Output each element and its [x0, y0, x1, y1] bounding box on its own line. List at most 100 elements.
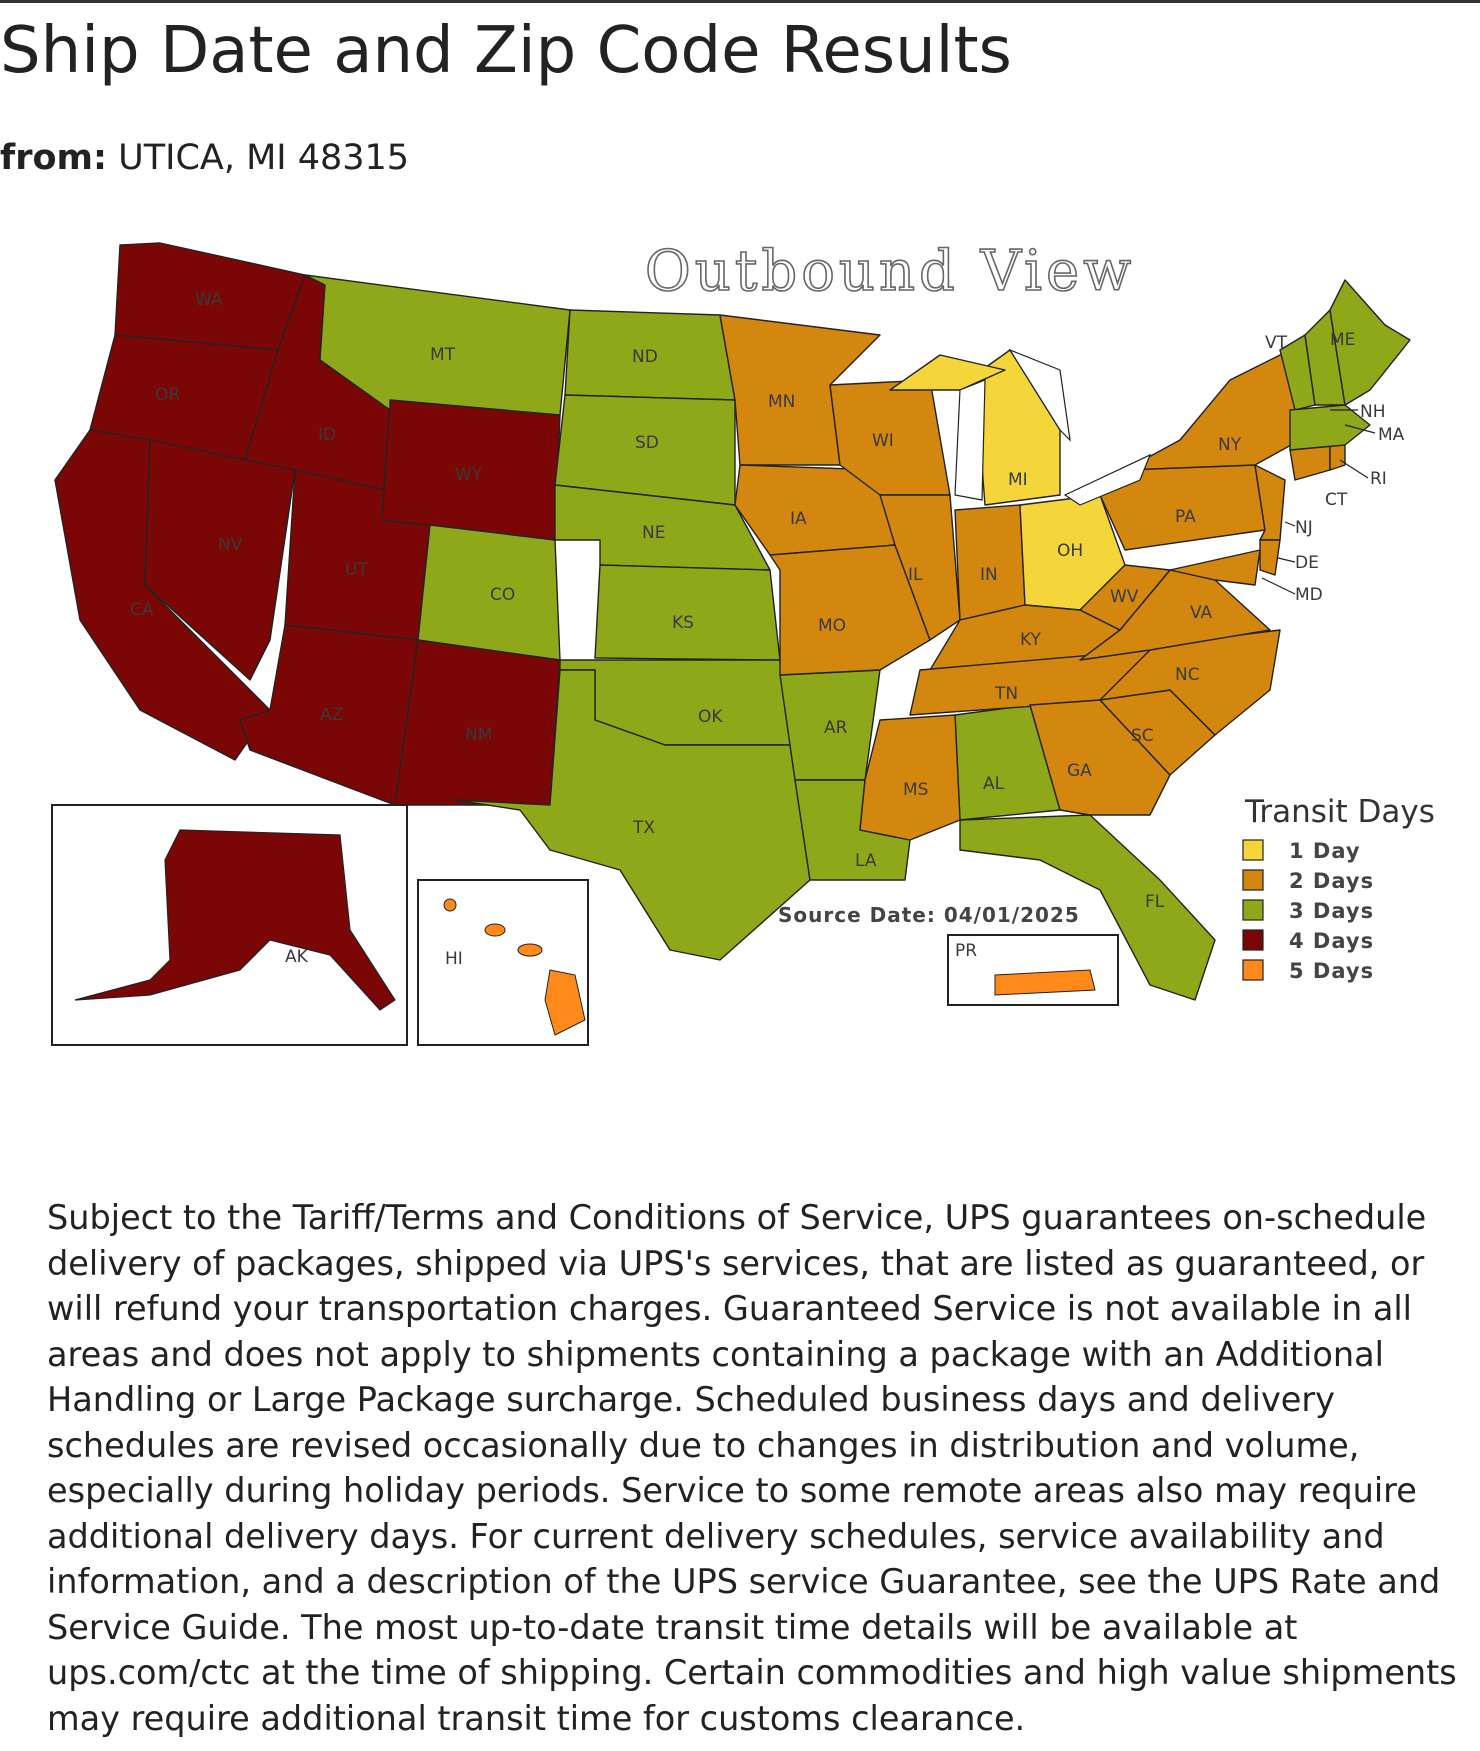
state-MS: [859, 714, 961, 841]
origin-value: UTICA, MI 48315: [118, 138, 410, 178]
label-MO: MO: [818, 616, 846, 636]
label-SC: SC: [1131, 726, 1154, 746]
guarantee-disclaimer: Subject to the Tariff/Terms and Conditio…: [47, 1198, 1457, 1738]
label-VT: VT: [1265, 333, 1288, 353]
hi-island-kauai: [443, 898, 457, 912]
map-title: Outbound View: [645, 240, 1135, 304]
lake-erie: [1063, 453, 1152, 506]
label-TX: TX: [632, 818, 655, 838]
northeast-pointers: [1261, 409, 1376, 595]
hi-island-oahu: [484, 923, 506, 937]
legend-label: 5 Days: [1289, 959, 1374, 983]
state-FL: [959, 814, 1216, 1001]
state-CO: [417, 524, 561, 661]
state-NC: [1099, 629, 1281, 736]
legend-label: 4 Days: [1289, 929, 1374, 953]
state-AK: [74, 829, 396, 1011]
label-PA: PA: [1175, 507, 1196, 527]
state-MD: [1169, 549, 1261, 586]
label-FL: FL: [1145, 892, 1165, 912]
label-MA: MA: [1378, 425, 1405, 445]
state-RI: [1329, 444, 1346, 471]
state-ME: [1329, 279, 1411, 406]
label-GA: GA: [1067, 761, 1092, 781]
legend-swatch: [1242, 929, 1264, 951]
legend-label: 1 Day: [1289, 839, 1361, 863]
legend-label: 3 Days: [1289, 899, 1374, 923]
label-LA: LA: [855, 851, 877, 871]
legend-items: 1 Day 2 Days 3 Days 4 Days 5 Days: [1242, 839, 1374, 983]
label-NV: NV: [218, 535, 243, 555]
label-OK: OK: [698, 707, 723, 727]
label-CO: CO: [490, 585, 515, 605]
state-IL: [879, 494, 961, 641]
page-title: Ship Date and Zip Code Results: [0, 14, 1012, 88]
label-WV: WV: [1110, 587, 1139, 607]
legend-swatch: [1242, 899, 1264, 921]
label-WY: WY: [455, 465, 483, 485]
state-DE: [1259, 539, 1281, 576]
origin-line: from: UTICA, MI 48315: [0, 138, 409, 178]
origin-label: from:: [0, 138, 107, 178]
transit-map: Outbound View: [0, 240, 1480, 1140]
label-NJ: NJ: [1295, 518, 1313, 538]
label-RI: RI: [1370, 469, 1387, 489]
transit-map-svg: Outbound View: [51, 240, 1435, 1046]
pointer-RI: [1339, 459, 1369, 479]
label-PR: PR: [955, 941, 977, 961]
label-ND: ND: [632, 347, 658, 367]
state-PR: [994, 969, 1096, 996]
label-WA: WA: [195, 290, 223, 310]
label-AZ: AZ: [320, 705, 343, 725]
state-MI: [974, 349, 1061, 506]
label-IN: IN: [980, 565, 998, 585]
label-MN: MN: [768, 392, 795, 412]
legend-swatch: [1242, 869, 1264, 891]
label-KY: KY: [1020, 630, 1042, 650]
label-CA: CA: [130, 600, 154, 620]
hi-island-maui: [517, 943, 543, 957]
label-OR: OR: [155, 385, 180, 405]
state-MA: [1289, 404, 1371, 451]
pointer-MD: [1261, 577, 1296, 595]
label-ME: ME: [1330, 330, 1355, 350]
label-AL: AL: [983, 774, 1005, 794]
label-NY: NY: [1218, 435, 1242, 455]
state-HI: [443, 898, 586, 1036]
label-AR: AR: [824, 718, 848, 738]
label-NH: NH: [1360, 402, 1386, 422]
label-IL: IL: [908, 565, 923, 585]
label-HI: HI: [445, 949, 463, 969]
legend-swatch: [1242, 959, 1264, 981]
label-NM: NM: [465, 725, 492, 745]
label-DE: DE: [1295, 553, 1319, 573]
state-NM: [394, 639, 561, 806]
map-legend: Transit Days 1 Day 2 Days 3 Days 4 Days 5 Da…: [1242, 794, 1435, 983]
label-UT: UT: [345, 560, 368, 580]
label-OH: OH: [1057, 541, 1083, 561]
state-NV: [144, 439, 296, 681]
label-ID: ID: [318, 425, 336, 445]
label-WI: WI: [872, 431, 894, 451]
great-lakes: [954, 348, 1152, 506]
state-TX: [454, 669, 811, 961]
label-MT: MT: [430, 345, 456, 365]
lake-huron: [1008, 348, 1071, 442]
label-IA: IA: [790, 509, 807, 529]
label-AK: AK: [285, 947, 309, 967]
label-MD: MD: [1295, 585, 1323, 605]
label-MS: MS: [903, 780, 928, 800]
state-NY: [1124, 349, 1301, 471]
state-shapes: [54, 242, 1411, 1001]
state-labels: WA OR CA ID NV UT AZ NM WY MT CO ND SD N…: [130, 290, 1405, 969]
label-NC: NC: [1175, 665, 1200, 685]
legend-swatch: [1242, 839, 1264, 861]
state-IN: [954, 504, 1026, 621]
source-date: Source Date: 04/01/2025: [778, 903, 1080, 927]
pointer-MA: [1344, 424, 1376, 434]
state-CT: [1289, 444, 1331, 481]
legend-label: 2 Days: [1289, 869, 1374, 893]
label-KS: KS: [672, 613, 694, 633]
pointer-DE: [1277, 557, 1296, 563]
label-CT: CT: [1325, 490, 1348, 510]
